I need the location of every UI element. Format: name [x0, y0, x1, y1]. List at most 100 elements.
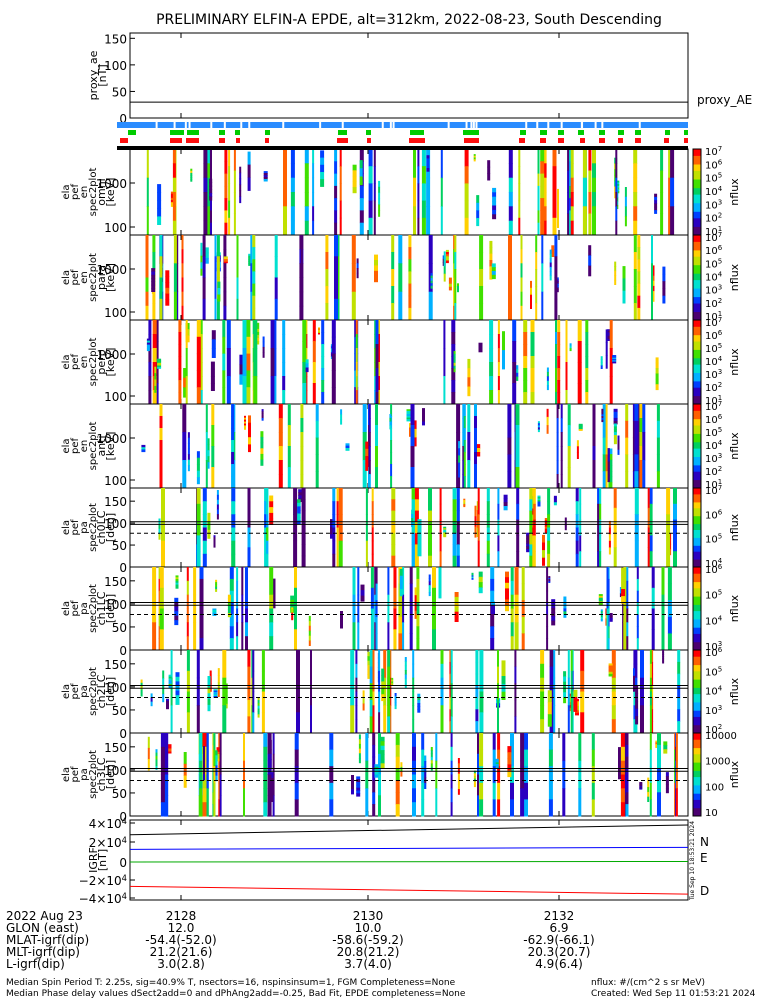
flux-bin [383, 705, 387, 734]
flux-bin [597, 503, 600, 521]
colorbar-swatch [693, 273, 701, 276]
colorbar-swatch [693, 435, 701, 439]
flux-bin [170, 204, 174, 207]
flux-bin [408, 247, 412, 260]
flux-bin [546, 408, 549, 418]
colorbar-swatch [693, 338, 701, 342]
flux-bin [625, 792, 629, 805]
science-zone-bar [219, 130, 225, 135]
flux-bin [157, 361, 162, 364]
flux-bin [575, 540, 579, 555]
flux-bin [389, 425, 392, 430]
flux-bin [373, 200, 376, 219]
colorbar-swatch [693, 664, 701, 668]
flux-bin [340, 611, 343, 615]
flux-bin [372, 677, 375, 692]
flux-bin [252, 283, 256, 297]
flux-bin [213, 696, 218, 698]
flux-bin [410, 446, 415, 468]
colorbar-swatch [693, 591, 701, 595]
y-axis-label-line: omni [95, 178, 108, 205]
flux-bin [553, 497, 557, 499]
flux-bin [463, 464, 466, 477]
flux-bin [409, 567, 413, 585]
flux-bin [260, 448, 264, 455]
flux-bin [371, 501, 374, 515]
flux-bin [300, 404, 304, 419]
colorbar-swatch [693, 303, 701, 306]
flux-bin [312, 383, 316, 405]
flux-bin [563, 614, 567, 618]
flux-bin [640, 650, 644, 679]
flux-bin [562, 788, 566, 817]
flux-bin [359, 210, 364, 224]
flux-bin [600, 609, 603, 612]
colorbar-swatch [693, 185, 701, 189]
flux-bin [202, 298, 206, 321]
flux-bin [438, 582, 442, 589]
flux-bin [520, 788, 525, 817]
y-axis-label-line: pa [79, 602, 90, 614]
colorbar-swatch [693, 324, 701, 327]
flux-bin [655, 744, 659, 747]
flux-bin [244, 417, 246, 421]
flux-bin [294, 733, 299, 751]
flux-bin [391, 252, 395, 270]
flux-bin [365, 488, 368, 515]
colorbar-swatch [693, 353, 701, 357]
flux-bin [209, 178, 213, 183]
flux-bin [463, 428, 466, 441]
flux-bin [605, 615, 608, 619]
flux-bin [160, 788, 165, 803]
colorbar-tick-label: 103 [705, 452, 722, 465]
spin-status-gap [525, 122, 528, 128]
flux-bin [367, 669, 372, 675]
flux-bin [546, 380, 549, 386]
flux-bin [553, 677, 556, 706]
flux-bin [372, 733, 376, 746]
y-axis-label-line: pef [70, 269, 81, 286]
flux-bin [476, 195, 480, 204]
colorbar-swatch [693, 326, 701, 329]
ephemeris-value: 4.9(6.4) [535, 957, 583, 971]
flux-bin [606, 629, 609, 651]
y-tick-label: 100 [104, 517, 127, 531]
flux-bin [557, 344, 561, 357]
colorbar-tick-label: 104 [705, 685, 723, 698]
flux-bin [196, 519, 201, 536]
flux-bin [253, 376, 258, 405]
flux-bin [226, 376, 231, 405]
flux-bin [404, 674, 407, 680]
colorbar-swatch [693, 247, 701, 251]
flux-bin [244, 419, 246, 422]
flux-bin [172, 163, 176, 179]
flux-bin [613, 420, 618, 425]
flux-bin [373, 149, 376, 167]
flux-bin [231, 440, 235, 453]
flux-bin [332, 540, 336, 555]
y-axis-label-line: ela [61, 601, 72, 616]
colorbar-swatch [693, 427, 701, 430]
flux-bin [557, 320, 561, 333]
flux-bin [152, 286, 156, 304]
flux-bin [612, 360, 617, 363]
flux-bin [530, 294, 532, 303]
flux-bin [417, 696, 421, 701]
colorbar-swatch [693, 258, 701, 261]
flux-bin [175, 690, 180, 696]
flux-bin [515, 372, 519, 378]
flux-bin [199, 578, 204, 592]
flux-bin [226, 348, 231, 377]
flux-bin [157, 358, 162, 361]
flux-bin [256, 328, 260, 333]
colorbar-swatch [693, 187, 701, 191]
colorbar-swatch [693, 780, 701, 784]
flux-bin [159, 587, 164, 610]
flux-bin [282, 376, 286, 391]
flux-bin [547, 714, 552, 727]
flux-bin [409, 600, 413, 618]
flux-bin [608, 534, 611, 542]
flux-bin [608, 482, 613, 489]
flux-bin [304, 163, 309, 179]
